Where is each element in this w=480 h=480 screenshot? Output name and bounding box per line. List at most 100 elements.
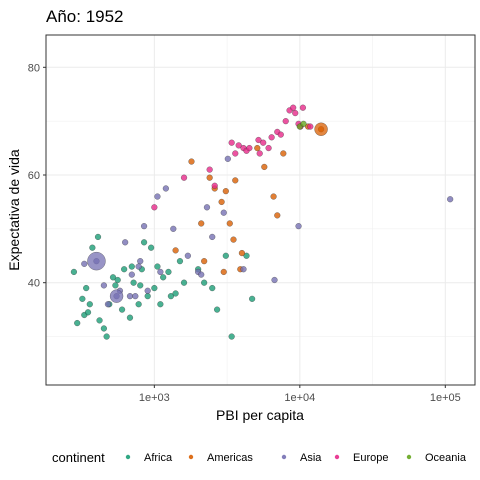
point-africa [130, 279, 137, 286]
point-africa [128, 263, 135, 270]
point-europe [211, 182, 218, 189]
point-africa [172, 290, 179, 297]
point-americas [226, 220, 233, 227]
point-asia [135, 263, 142, 270]
point-africa [222, 252, 229, 259]
point-europe [277, 131, 284, 138]
point-asia [157, 268, 164, 275]
point-asia [81, 260, 88, 267]
point-africa [148, 244, 155, 251]
point-asia [198, 271, 205, 278]
point-europe [232, 150, 239, 157]
point-africa [180, 279, 188, 286]
point-africa [176, 258, 184, 265]
point-americas [198, 220, 205, 227]
point-africa [154, 263, 161, 270]
point-oceania [300, 120, 307, 127]
point-asia [100, 282, 107, 289]
point-europe [151, 204, 158, 211]
point-europe [235, 142, 242, 149]
point-europe [290, 104, 297, 111]
point-americas [201, 258, 208, 265]
point-americas [261, 163, 268, 170]
point-africa [249, 295, 256, 302]
point-asia [128, 271, 135, 278]
point-asia [144, 287, 151, 294]
point-europe [265, 145, 272, 152]
x-tick-label: 1e+04 [284, 392, 315, 404]
point-asia [203, 204, 211, 211]
point-africa [151, 285, 158, 292]
point-africa [114, 276, 121, 284]
point-africa [112, 282, 119, 289]
point-africa [141, 239, 148, 246]
point-europe [206, 166, 213, 173]
point-africa [209, 285, 216, 292]
point-asia-large [87, 252, 106, 271]
point-africa [109, 274, 117, 281]
point-asia-large [109, 289, 124, 303]
legend: continent Africa Americas Asia Europe Oceani… [52, 450, 467, 465]
legend-label-europe: Europe [353, 452, 388, 464]
point-asia [295, 223, 302, 230]
point-americas-large [314, 122, 328, 136]
point-africa [157, 301, 164, 308]
point-africa [96, 317, 103, 324]
point-europe [292, 110, 299, 117]
point-europe [255, 136, 262, 144]
axis-ticks: 1e+03 1e+04 1e+05 40 60 80 [28, 62, 461, 404]
point-asia [126, 293, 134, 300]
point-africa [121, 266, 128, 273]
point-africa [165, 268, 172, 275]
point-africa [74, 320, 81, 327]
legend-label-oceania: Oceania [425, 452, 467, 464]
point-africa [100, 325, 107, 332]
point-europe [246, 145, 253, 152]
point-asia [220, 209, 227, 216]
data-points [70, 104, 454, 340]
point-africa [228, 333, 235, 340]
point-africa [79, 295, 86, 302]
point-africa [119, 306, 126, 313]
point-africa [94, 233, 102, 240]
legend-label-americas: Americas [207, 452, 253, 464]
point-asia [224, 155, 231, 162]
point-americas [222, 188, 229, 195]
point-asia [141, 223, 148, 230]
point-asia [154, 193, 161, 200]
x-axis-title: PBI per capita [216, 407, 304, 423]
point-asia [184, 252, 191, 259]
point-americas [254, 145, 261, 152]
point-asia [209, 233, 216, 240]
legend-title: continent [52, 450, 105, 465]
point-asia [271, 276, 278, 284]
point-asia [122, 239, 129, 246]
point-africa [243, 252, 250, 259]
point-europe [180, 174, 188, 181]
point-americas [274, 212, 281, 219]
point-africa [167, 293, 174, 300]
point-asia [240, 266, 247, 273]
point-asia [162, 185, 169, 192]
point-europe [256, 150, 263, 157]
x-tick-label: 1e+03 [139, 392, 170, 404]
point-africa [160, 274, 167, 281]
legend-key-asia [281, 454, 287, 460]
legend-key-oceania [406, 454, 412, 460]
point-europe [307, 123, 314, 130]
point-americas [280, 150, 287, 157]
legend-label-africa: Africa [144, 452, 173, 464]
y-tick-label: 60 [28, 170, 40, 182]
plot-panel-border [45, 34, 476, 386]
point-americas [230, 236, 237, 243]
point-americas [206, 174, 213, 181]
point-americas [270, 193, 277, 200]
point-africa [137, 282, 144, 289]
grid [46, 35, 475, 385]
point-americas [188, 158, 195, 165]
point-europe [228, 139, 235, 146]
y-tick-label: 80 [28, 62, 40, 74]
point-africa [135, 301, 142, 308]
point-americas [218, 198, 225, 205]
